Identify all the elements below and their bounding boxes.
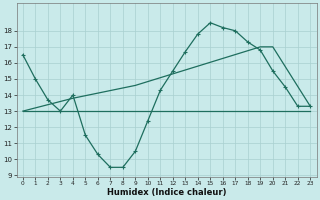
X-axis label: Humidex (Indice chaleur): Humidex (Indice chaleur) bbox=[107, 188, 226, 197]
